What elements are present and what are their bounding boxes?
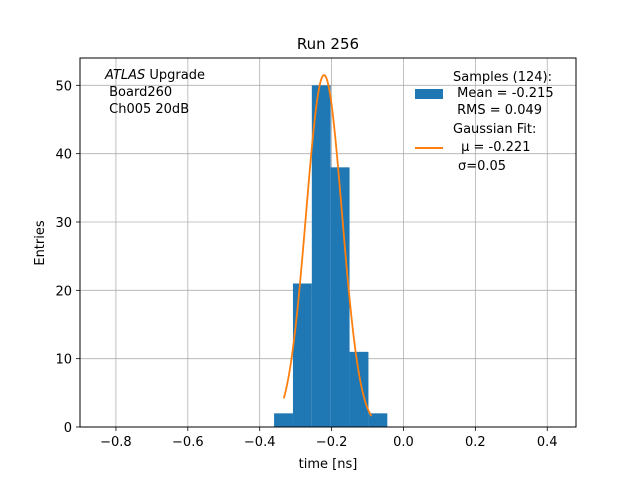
histogram-bar	[274, 413, 293, 427]
x-tick-label: 0.0	[393, 435, 414, 450]
x-tick-label: −0.8	[100, 435, 132, 450]
y-tick-label: 20	[55, 284, 72, 299]
histogram-bars	[274, 85, 388, 428]
annotation-line-3: Ch005 20dB	[105, 102, 189, 117]
chart-title: Run 256	[297, 35, 359, 53]
legend-fit-title: Gaussian Fit:	[453, 122, 536, 137]
histogram-bar	[349, 351, 369, 427]
histogram-bar	[292, 283, 312, 427]
y-tick-label: 40	[55, 148, 72, 163]
x-axis-label: time [ns]	[299, 457, 358, 472]
y-tick-label: 30	[55, 216, 72, 231]
y-tick-label: 0	[64, 421, 72, 436]
y-tick-label: 10	[55, 353, 72, 368]
run-annotation: ATLAS Upgrade Board260 Ch005 20dB	[104, 68, 205, 117]
histogram-bar	[330, 167, 350, 428]
x-tick-label: 0.4	[537, 435, 558, 450]
x-axis-ticks: −0.8 −0.6 −0.4 −0.2 0.0 0.2 0.4	[100, 427, 558, 450]
gaussian-fit	[282, 74, 373, 417]
upgrade-label: Upgrade	[145, 68, 205, 83]
legend-samples-mean: Mean = -0.215	[453, 86, 554, 101]
histogram-bar	[368, 413, 388, 427]
x-tick-label: −0.6	[172, 435, 204, 450]
legend: Samples (124): Mean = -0.215 RMS = 0.049…	[415, 70, 554, 174]
annotation-line-2: Board260	[105, 85, 172, 100]
x-tick-label: −0.2	[316, 435, 348, 450]
legend-fit-sigma: σ=0.05	[458, 159, 506, 174]
atlas-label: ATLAS	[104, 68, 145, 83]
annotation-line-1: ATLAS Upgrade	[104, 68, 205, 83]
y-axis-ticks: 0 10 20 30 40 50	[55, 79, 80, 436]
y-tick-label: 50	[55, 79, 72, 94]
gaussian-fit-curve	[282, 74, 373, 417]
legend-samples-rms: RMS = 0.049	[453, 103, 542, 118]
legend-samples-title: Samples (124):	[453, 70, 552, 85]
x-tick-label: −0.4	[244, 435, 276, 450]
legend-fit-mu: μ = -0.221	[457, 140, 530, 155]
histogram-bar	[311, 85, 331, 427]
legend-swatch-samples	[415, 89, 443, 99]
x-tick-label: 0.2	[465, 435, 486, 450]
y-axis-label: Entries	[33, 220, 48, 266]
axes-frame	[79, 57, 577, 428]
